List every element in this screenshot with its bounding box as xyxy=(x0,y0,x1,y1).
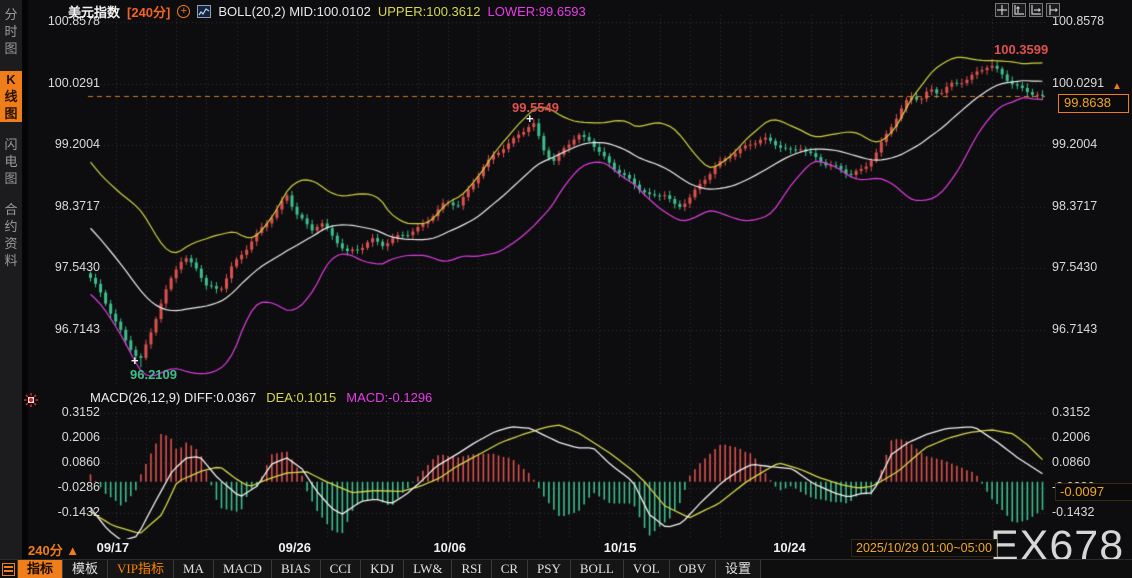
boll-upper-label: UPPER:100.3612 xyxy=(377,3,481,19)
toolbar-tab[interactable]: MA xyxy=(173,560,214,578)
toolbar-menu-icon[interactable] xyxy=(2,563,15,576)
boll-mid-label: BOLL(20,2) MID:100.0102 xyxy=(218,3,371,19)
toolbar-tab[interactable]: KDJ xyxy=(361,560,405,578)
macd-dea-label: DEA:0.1015 xyxy=(266,390,337,405)
macd-value-label: MACD:-0.1296 xyxy=(346,390,433,405)
sidebar-item-tab[interactable]: 合 约 资 料 xyxy=(4,202,18,268)
period-badge[interactable]: [240分] xyxy=(127,4,171,20)
toolbar-tab[interactable]: BIAS xyxy=(271,560,321,578)
add-indicator-icon[interactable]: + xyxy=(177,4,191,18)
toolbar-tab[interactable]: VIP指标 xyxy=(108,560,174,578)
toolbar-tab[interactable]: OBV xyxy=(669,560,717,578)
toolbar-tab[interactable]: PSY xyxy=(528,560,571,578)
sidebar-item-active[interactable]: K 线 图 xyxy=(0,71,22,122)
sidebar-item-tab[interactable]: 闪 电 图 xyxy=(4,137,18,186)
toolbar-tab[interactable]: BOLL xyxy=(570,560,624,578)
indicator-toolbar: 指标 模板 VIP指标 MA MACD BIAS CCI KDJ LW& RSI CR PSY BOLL… xyxy=(17,560,762,578)
toolbar-tab[interactable]: CR xyxy=(491,560,529,578)
sidebar-divider xyxy=(22,0,28,578)
symbol-name: 美元指数 xyxy=(68,4,121,20)
chart-type-sidebar: 分 时 图 K 线 图闪 电 图合 约 资 料 xyxy=(0,0,22,578)
sidebar-item-tab[interactable]: 分 时 图 xyxy=(4,7,18,56)
chart-header: 美元指数 [240分] + BOLL(20,2) MID:100.0102 UP… xyxy=(68,3,586,20)
macd-title-label: MACD(26,12,9) DIFF:0.0367 xyxy=(90,390,257,405)
toolbar-tab[interactable]: 设置 xyxy=(716,560,762,578)
kline-mini-icon[interactable] xyxy=(197,4,212,18)
toolbar-tab[interactable]: 模板 xyxy=(63,560,109,578)
toolbar-tab[interactable]: LW& xyxy=(404,560,453,578)
chart-tools xyxy=(995,3,1060,17)
toolbar-tab[interactable]: RSI xyxy=(452,560,492,578)
toolbar-tab[interactable]: VOL xyxy=(623,560,670,578)
toolbar-tab[interactable]: 指标 xyxy=(17,560,64,578)
macd-header: MACD(26,12,9) DIFF:0.0367 DEA:0.1015 MAC… xyxy=(90,390,432,405)
axis-zoom-out-icon[interactable] xyxy=(1029,3,1043,17)
boll-lower-label: LOWER:99.6593 xyxy=(487,3,586,19)
axis-zoom-in-icon[interactable] xyxy=(1012,3,1026,17)
alert-alarm-icon[interactable] xyxy=(24,393,38,412)
crosshair-icon[interactable] xyxy=(995,3,1009,17)
toolbar-tab[interactable]: MACD xyxy=(213,560,272,578)
toolbar-tab[interactable]: CCI xyxy=(320,560,362,578)
axis-shift-right-icon[interactable] xyxy=(1046,3,1060,17)
